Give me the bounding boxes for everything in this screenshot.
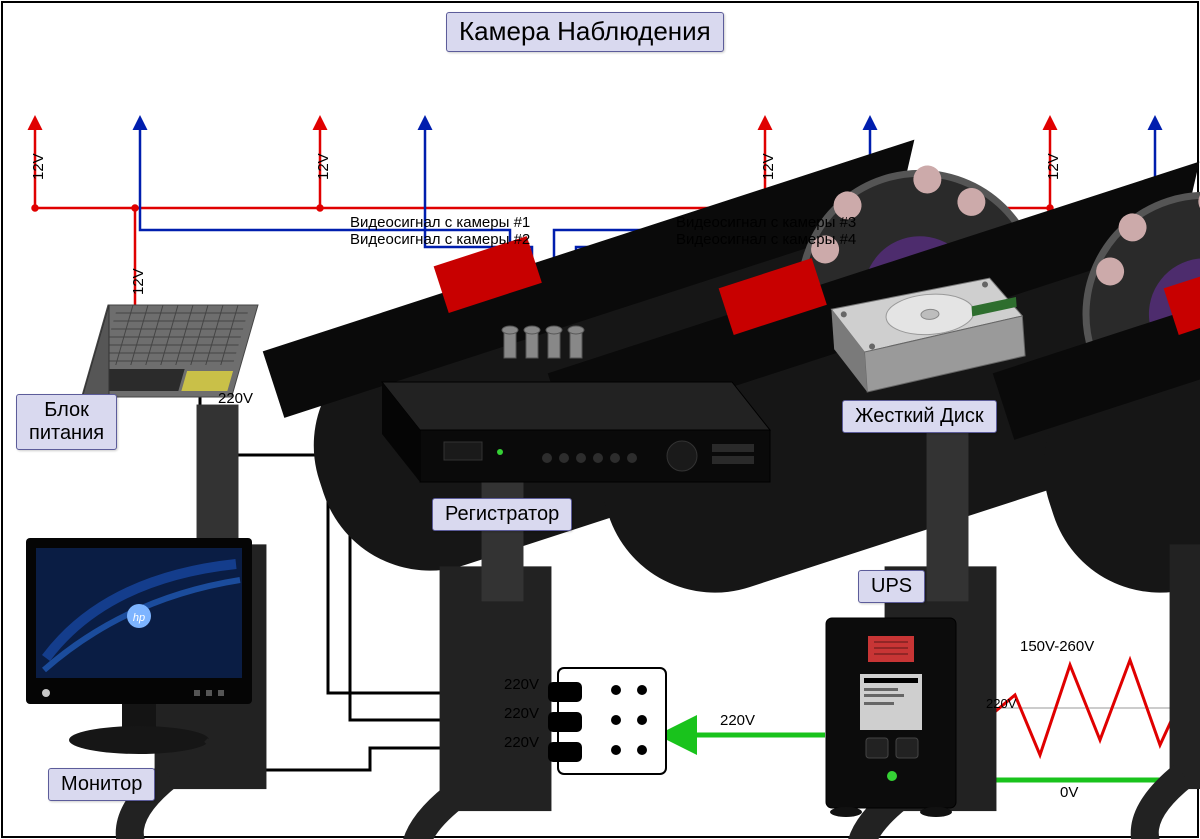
title-label: Камера Наблюдения [446, 12, 724, 52]
hdd-label: Жесткий Диск [842, 400, 997, 433]
v12-psu: 12V [130, 268, 147, 295]
p220-ups: 220V [720, 712, 755, 729]
v12-1: 12V [30, 153, 47, 180]
psu-label: Блокпитания [16, 394, 117, 450]
v12-2: 12V [315, 153, 332, 180]
vs3: Видеосигнал с камеры #3 [676, 214, 856, 231]
power-strip [548, 668, 666, 774]
monitor-label: Монитор [48, 768, 155, 801]
vs4: Видеосигнал с камеры #4 [676, 231, 856, 248]
ups [826, 618, 956, 817]
v12-4: 12V [1045, 153, 1062, 180]
p220-3: 220V [504, 734, 539, 751]
vs2: Видеосигнал с камеры #2 [350, 231, 530, 248]
vs1: Видеосигнал с камеры #1 [350, 214, 530, 231]
v12-3: 12V [760, 153, 777, 180]
ups-range: 150V-260V [1020, 638, 1094, 655]
svg-text:hp: hp [133, 612, 145, 624]
ups-0v: 0V [1060, 784, 1078, 801]
ups-220: 220V [986, 696, 1016, 711]
recorder-label: Регистратор [432, 498, 572, 531]
p220-2: 220V [504, 705, 539, 722]
psu-220: 220V [218, 390, 253, 407]
ups-label: UPS [858, 570, 925, 603]
p220-1: 220V [504, 676, 539, 693]
